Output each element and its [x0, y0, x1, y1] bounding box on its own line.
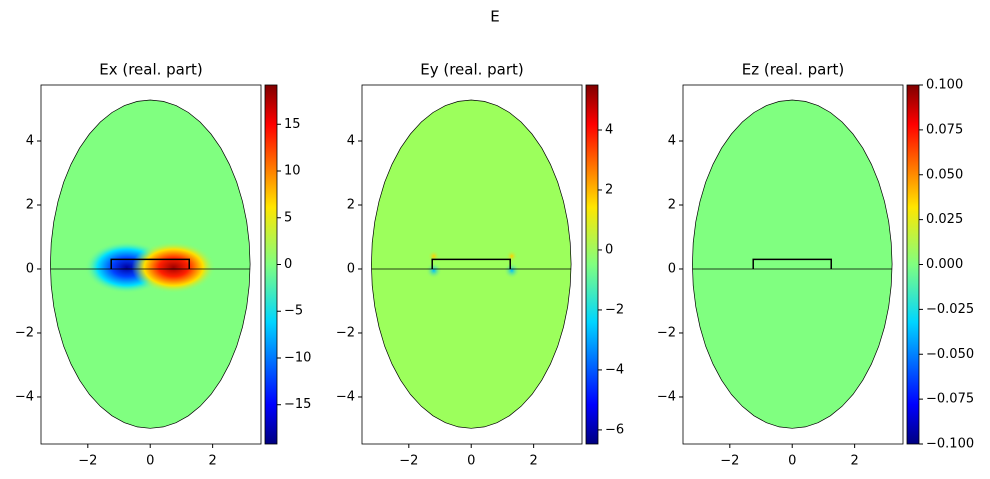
hotspot — [503, 262, 520, 279]
domain-outline — [50, 99, 251, 429]
colorbar-tick-label: −5 — [284, 304, 303, 319]
x-tick-label: −2 — [78, 454, 97, 469]
x-tick-label: −2 — [720, 454, 739, 469]
colorbar-tick-label: 0.000 — [926, 257, 963, 272]
y-tick-label: −2 — [15, 325, 34, 340]
figure-title: E — [490, 8, 499, 26]
colorbar-tick-label: 15 — [284, 117, 301, 132]
colorbar-tick-label: 4 — [605, 122, 613, 137]
y-tick-label: 2 — [668, 197, 676, 212]
hotspot — [425, 262, 442, 279]
colorbar-tick-label: −6 — [605, 422, 624, 437]
y-tick-label: −2 — [657, 325, 676, 340]
colorbar-tick-label: 0 — [605, 242, 613, 257]
panel: Ex (real. part) −2 0 2 −4 −2 0 2 4 −15 −10 −5 0 5 10 15 — [15, 61, 312, 469]
colorbar — [264, 84, 278, 445]
y-tick-label: −2 — [336, 325, 355, 340]
colorbar-tick-label: 2 — [605, 182, 613, 197]
field — [692, 100, 893, 429]
x-tick-label: 0 — [467, 454, 475, 469]
x-tick-label: −2 — [399, 454, 418, 469]
field — [371, 100, 572, 429]
waveguide — [431, 258, 511, 269]
y-tick-label: 4 — [347, 133, 355, 148]
x-tick-label: 0 — [788, 454, 796, 469]
colorbar-tick-label: −0.075 — [926, 392, 974, 407]
y-tick-label: 2 — [26, 197, 34, 212]
panel: Ez (real. part) −2 0 2 −4 −2 0 2 4 −0.100 −0.075 −0… — [657, 61, 974, 469]
axes-frame — [361, 84, 583, 445]
panel: Ey (real. part) −2 0 2 −4 −2 0 2 4 −6 −4 −2 0 2 4 — [336, 61, 624, 469]
colorbar-tick-label: −0.025 — [926, 302, 974, 317]
colorbar-tick-label: 0.025 — [926, 212, 963, 227]
y-tick-label: 4 — [668, 133, 676, 148]
y-tick-label: 0 — [668, 261, 676, 276]
x-tick-label: 2 — [529, 454, 537, 469]
y-tick-label: 0 — [347, 261, 355, 276]
colorbar-tick-label: −0.050 — [926, 347, 974, 362]
hotspot — [131, 241, 216, 294]
domain-outline — [692, 99, 893, 429]
x-tick-label: 0 — [146, 454, 154, 469]
y-tick-label: 4 — [26, 133, 34, 148]
colorbar-tick-label: 0.100 — [926, 78, 963, 93]
waveguide — [752, 258, 832, 269]
colorbar-tick-label: 5 — [284, 210, 292, 225]
field-spots — [84, 241, 216, 294]
x-tick-label: 2 — [850, 454, 858, 469]
colorbar — [906, 84, 920, 445]
panel-title: Ez (real. part) — [742, 61, 845, 79]
colorbar-tick-label: 0 — [284, 257, 292, 272]
axes-frame — [682, 84, 904, 445]
colorbar — [585, 84, 599, 445]
y-tick-label: 0 — [26, 261, 34, 276]
axes-frame — [40, 84, 262, 445]
hotspot — [505, 250, 518, 263]
x-tick-label: 2 — [208, 454, 216, 469]
colorbar-tick-label: −0.100 — [926, 437, 974, 452]
panel-title: Ex (real. part) — [99, 61, 203, 79]
hotspot — [427, 250, 440, 263]
y-tick-label: −4 — [15, 389, 34, 404]
waveguide — [110, 258, 190, 269]
colorbar-tick-label: 0.075 — [926, 122, 963, 137]
colorbar-tick-label: 10 — [284, 164, 301, 179]
colorbar-tick-label: −15 — [284, 397, 311, 412]
y-tick-label: 2 — [347, 197, 355, 212]
colorbar-tick-label: 0.050 — [926, 167, 963, 182]
panel-title: Ey (real. part) — [420, 61, 524, 79]
y-tick-label: −4 — [336, 389, 355, 404]
domain-outline — [371, 99, 572, 429]
colorbar-tick-label: −10 — [284, 350, 311, 365]
y-tick-label: −4 — [657, 389, 676, 404]
colorbar-tick-label: −4 — [605, 362, 624, 377]
colorbar-tick-label: −2 — [605, 302, 624, 317]
